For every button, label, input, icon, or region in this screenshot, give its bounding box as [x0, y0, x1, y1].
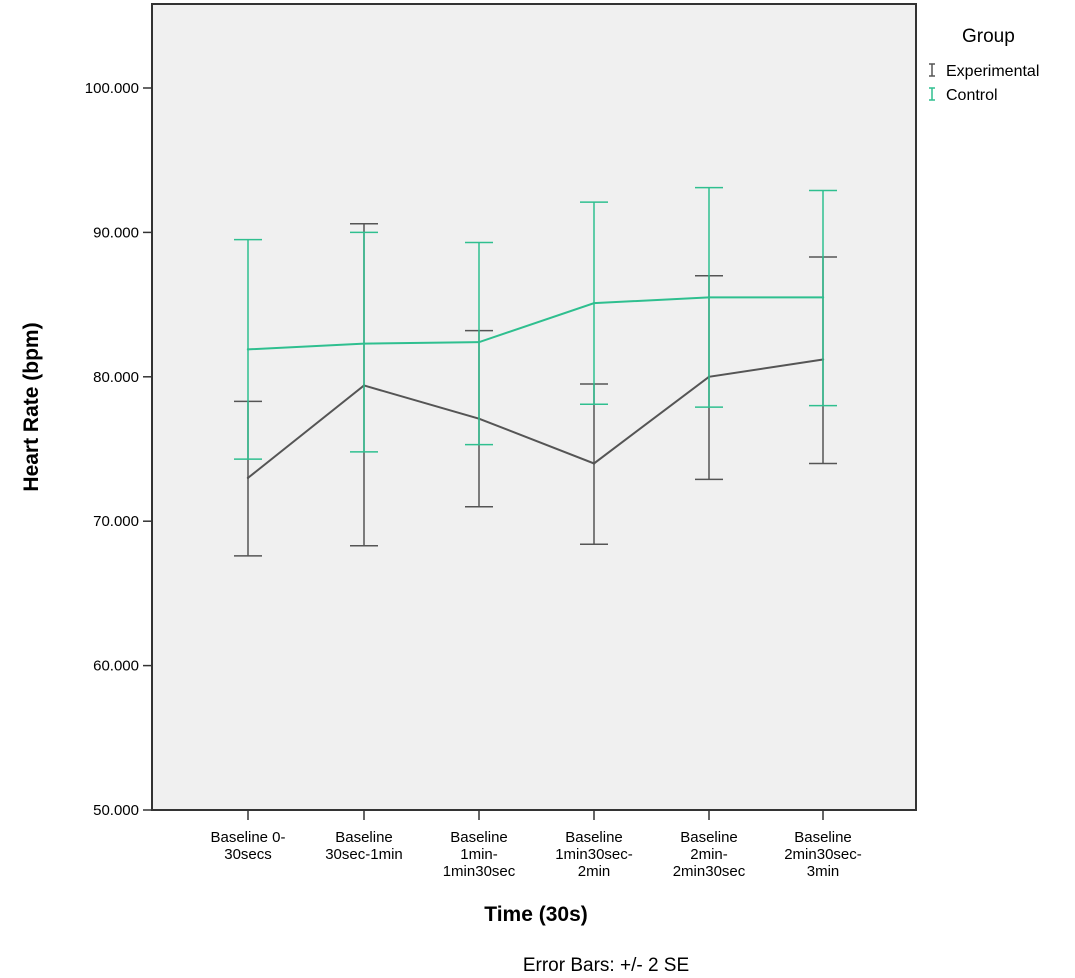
data-point	[707, 296, 711, 299]
data-point	[246, 476, 250, 480]
x-tick-label-line: Baseline	[450, 829, 508, 846]
x-tick-label: Baseline 2min-2min30sec	[673, 829, 746, 880]
data-point	[246, 348, 250, 351]
series-line	[247, 296, 823, 351]
x-tick-label-line: Baseline	[335, 829, 393, 846]
x-tick-label-line: 30secs	[224, 846, 272, 863]
data-point	[592, 462, 596, 465]
legend-label: Experimental	[946, 63, 1039, 80]
x-tick-label-line: 1min30sec	[443, 863, 516, 880]
x-tick-label: Baseline 2min30sec-3min	[784, 829, 862, 880]
x-tick-label-line: 2min	[578, 863, 611, 880]
x-tick-label-line: 1min30sec-	[555, 846, 633, 863]
x-tick-label-line: 30sec-1min	[325, 846, 403, 863]
y-tick-label: 100.000	[85, 80, 139, 97]
x-tick-label-line: Baseline	[794, 829, 852, 846]
x-tick-label: Baseline 1min30sec-2min	[555, 829, 633, 880]
legend-title: Group	[962, 26, 1015, 47]
series-layer	[234, 186, 837, 557]
y-tick-label: 60.000	[93, 658, 139, 675]
data-point	[821, 296, 825, 299]
y-tick-label: 70.000	[93, 513, 139, 530]
x-tick-label: Baseline 30sec-1min	[325, 829, 403, 863]
data-point	[362, 342, 366, 345]
data-point	[477, 340, 481, 344]
legend: Group Experimental Control	[929, 26, 1039, 104]
plot-area	[151, 3, 917, 811]
data-point	[592, 301, 596, 305]
legend-label: Control	[946, 87, 998, 104]
y-tick-label: 50.000	[93, 802, 139, 819]
x-tick-label-line: 2min-	[690, 846, 728, 863]
x-tick-label-line: 2min30sec	[673, 863, 746, 880]
series-line	[247, 358, 824, 479]
x-tick-label: Baseline 0-30secs	[210, 829, 285, 863]
series-control	[234, 186, 837, 460]
x-tick-label-line: Baseline	[680, 829, 738, 846]
error-bars-footnote: Error Bars: +/- 2 SE	[523, 955, 689, 976]
x-tick-label-line: 2min30sec-	[784, 846, 862, 863]
x-tick-label-line: Baseline 0-	[210, 829, 285, 846]
y-tick-label: 80.000	[93, 369, 139, 386]
x-tick-label: Baseline 1min-1min30sec	[443, 829, 516, 880]
y-axis: 50.000 60.000 70.000 80.000 90.000 100.000	[85, 80, 152, 819]
y-tick-label: 90.000	[93, 224, 139, 241]
y-axis-title: Heart Rate (bpm)	[20, 322, 43, 491]
x-tick-label-line: 3min	[807, 863, 840, 880]
x-tick-label-line: 1min-	[460, 846, 498, 863]
x-axis-title: Time (30s)	[484, 903, 588, 926]
x-tick-label-line: Baseline	[565, 829, 623, 846]
